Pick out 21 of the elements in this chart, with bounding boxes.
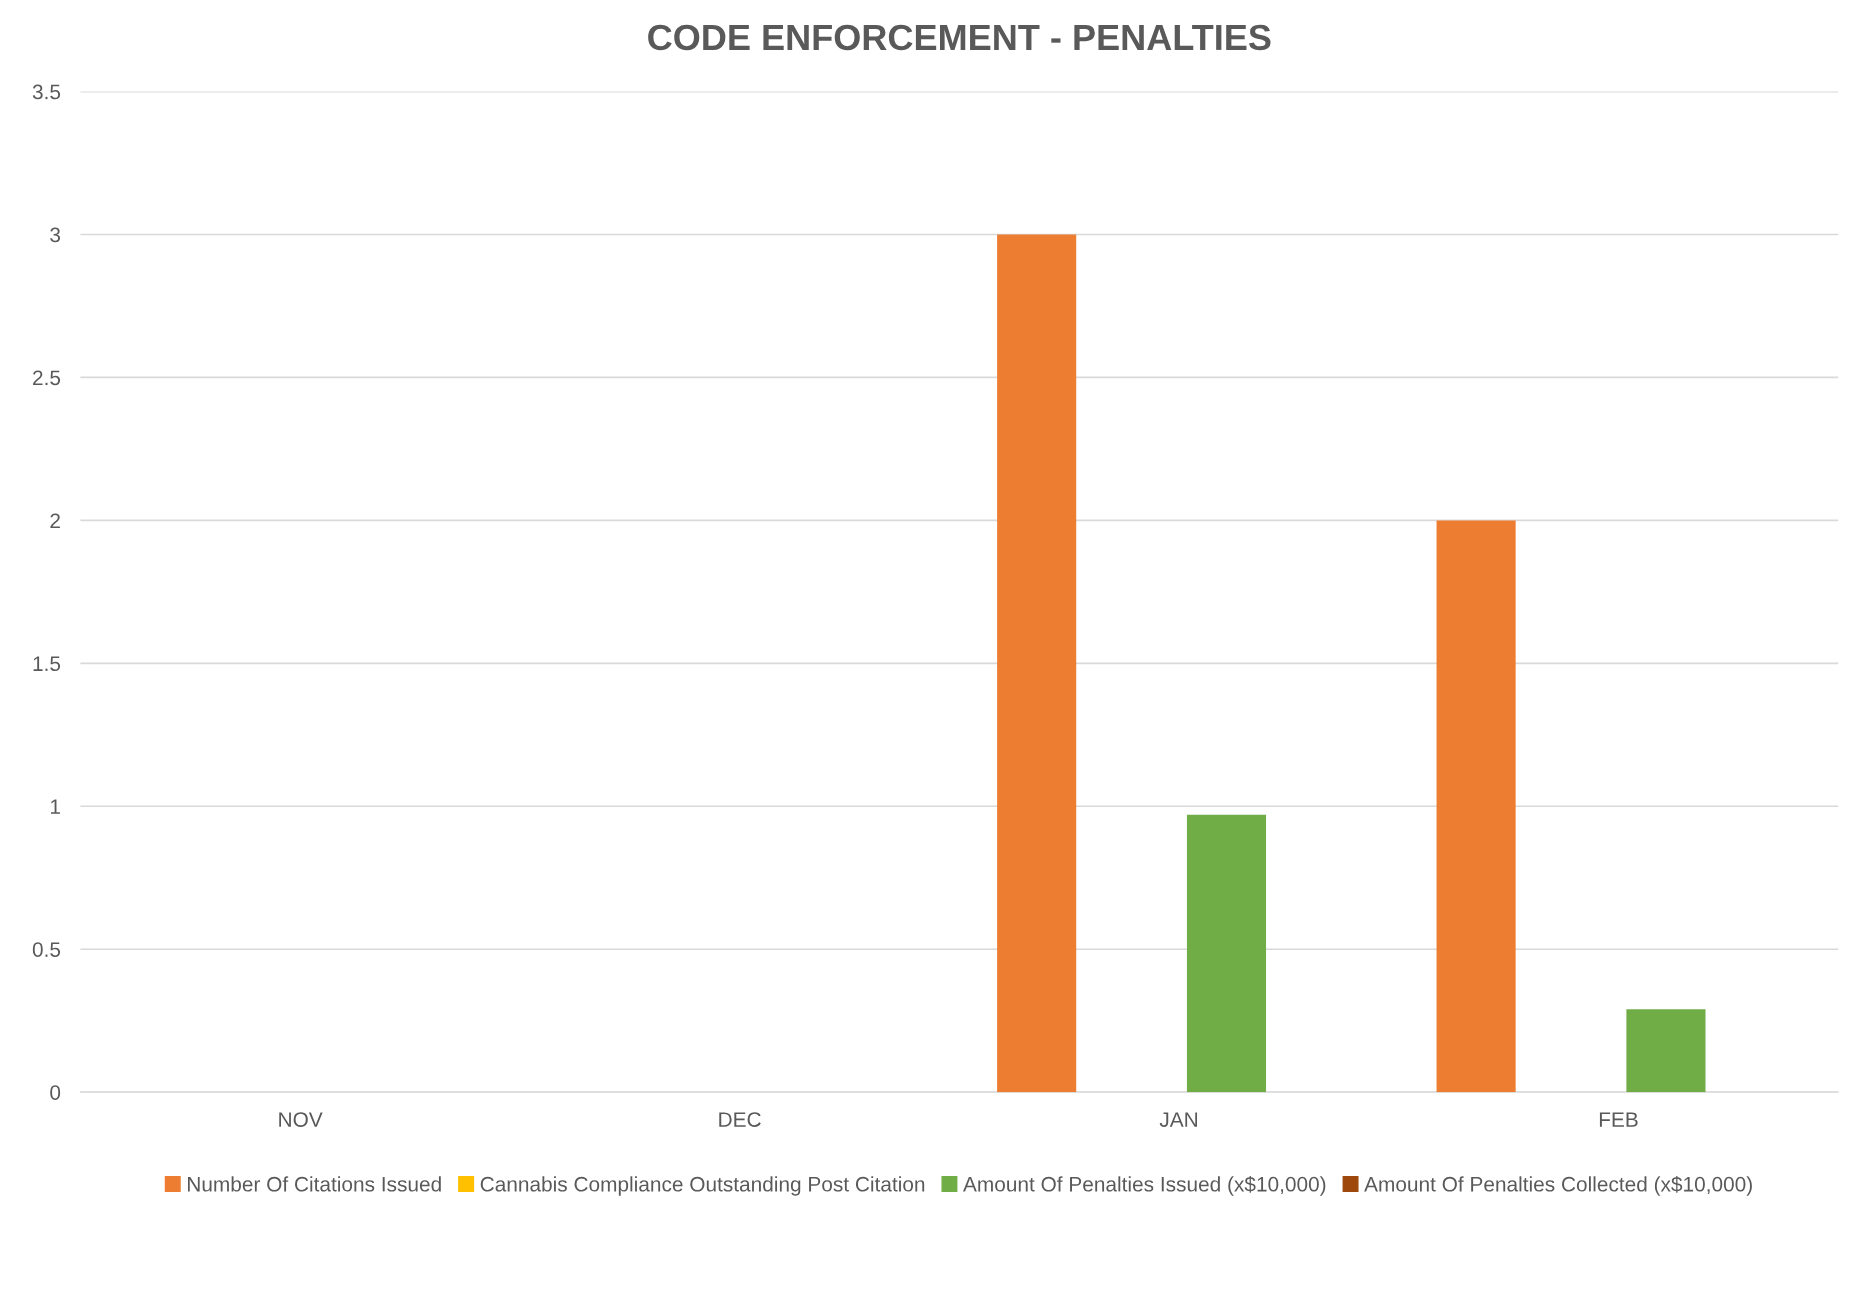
- legend-label: Cannabis Compliance Outstanding Post Citation: [480, 1176, 925, 1196]
- bar: [1626, 1009, 1706, 1093]
- x-tick-label: DEC: [719, 1112, 761, 1127]
- bar: [1436, 520, 1516, 1093]
- legend-label: Number Of Citations Issued: [187, 1176, 441, 1192]
- y-tick-label: 0.5: [32, 942, 61, 957]
- y-tick-label: 3.5: [32, 84, 61, 100]
- bar: [997, 234, 1077, 1093]
- legend-label: Amount Of Penalties Issued (x$10,000): [963, 1175, 1326, 1196]
- y-tick-label: 2.5: [33, 370, 61, 386]
- x-tick-label: NOV: [279, 1112, 323, 1127]
- y-tick-label: 1.5: [33, 656, 61, 672]
- y-tick-label: 3: [50, 227, 61, 243]
- chart-title: CODE ENFORCEMENT - PENALTIES: [648, 24, 1271, 51]
- x-tick-label: JAN: [1159, 1112, 1198, 1127]
- bar: [1186, 814, 1267, 1093]
- y-tick-label: 1: [50, 799, 60, 814]
- y-tick-label: 0: [50, 1085, 61, 1100]
- y-tick-label: 2: [50, 513, 60, 528]
- x-tick-label: FEB: [1599, 1112, 1638, 1127]
- legend-label: Amount Of Penalties Collected (x$10,000): [1364, 1175, 1752, 1196]
